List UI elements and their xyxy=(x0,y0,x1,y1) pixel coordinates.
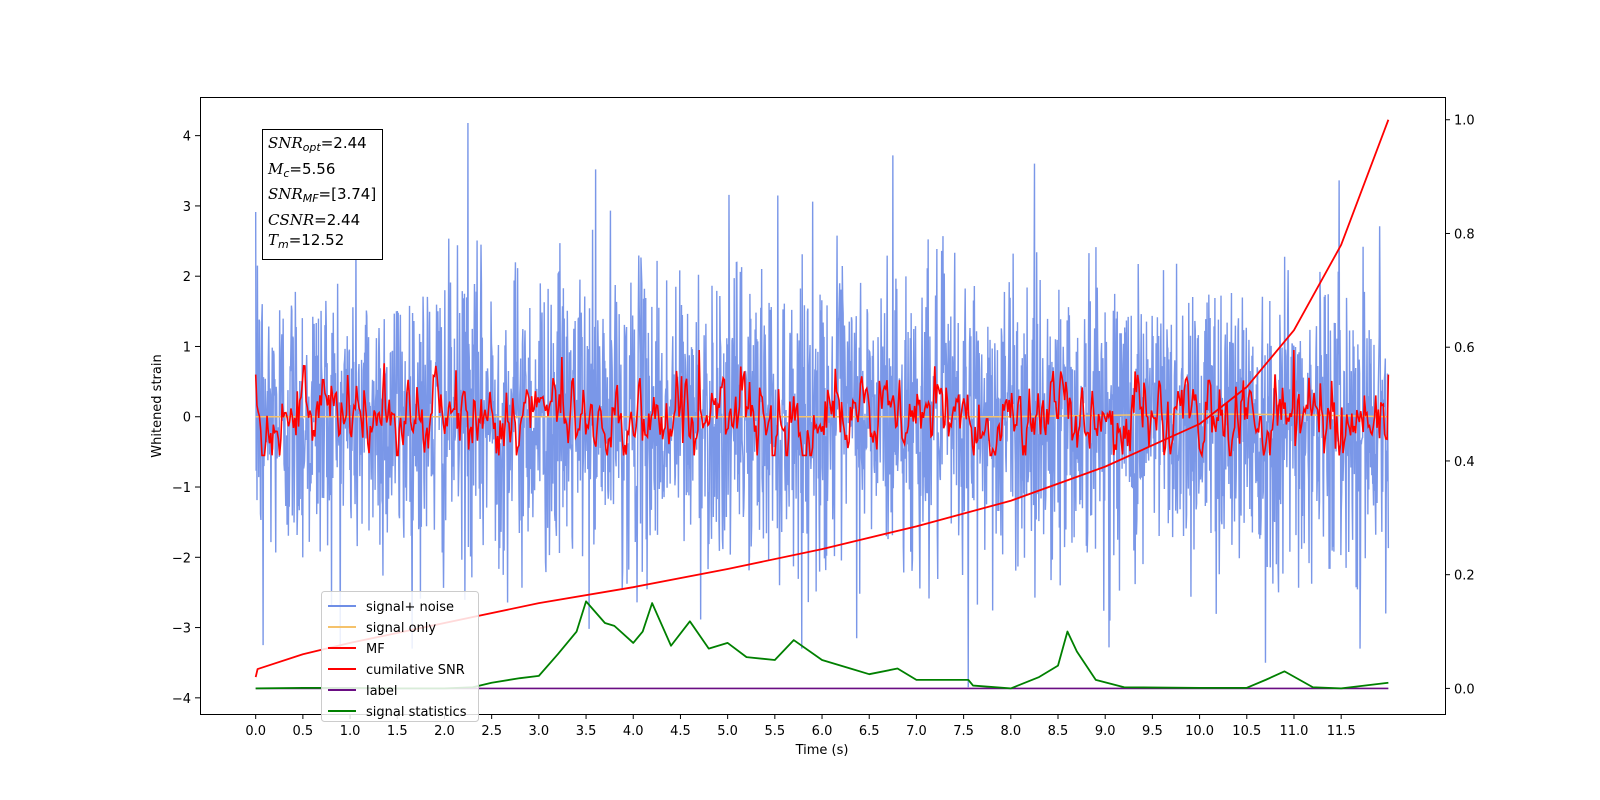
mc-entry: Mc=5.56 xyxy=(268,159,376,185)
x-tick-label: 7.5 xyxy=(953,724,974,739)
x-tick-label: 2.0 xyxy=(434,724,455,739)
snr-opt-subscript: opt xyxy=(302,141,321,154)
tm-entry: Tm=12.52 xyxy=(268,230,376,256)
x-tick-label: 8.0 xyxy=(1000,724,1021,739)
x-tick-label: 5.0 xyxy=(717,724,738,739)
y2-tick-label: 0.2 xyxy=(1454,569,1475,584)
series-signal-statistics xyxy=(255,600,1389,690)
y-tick-label: 3 xyxy=(183,200,191,215)
y2-tick-label: 0.6 xyxy=(1454,341,1475,356)
csnr-symbol: CSNR xyxy=(268,210,315,229)
legend-entry-label: signal+ noise xyxy=(366,600,454,615)
tm-symbol: T xyxy=(268,231,279,249)
mc-subscript: c xyxy=(283,166,290,180)
snr-opt-symbol: SNR xyxy=(268,134,303,152)
y2-tick-label: 1.0 xyxy=(1454,114,1475,129)
snr-mf-entry: SNRMF=[3.74] xyxy=(268,184,376,210)
x-tick-label: 4.5 xyxy=(670,724,691,739)
legend-entry-label: cumilative SNR xyxy=(366,663,465,678)
y2-tick-label: 0.8 xyxy=(1454,227,1475,242)
x-tick-label: 9.0 xyxy=(1095,724,1116,739)
x-tick-label: 3.5 xyxy=(576,724,597,739)
x-tick-label: 9.5 xyxy=(1142,724,1163,739)
y-tick-label: 2 xyxy=(183,270,191,285)
tm-subscript: m xyxy=(278,238,289,251)
x-tick-label: 11.5 xyxy=(1327,724,1356,739)
x-tick-label: 5.5 xyxy=(764,724,785,739)
csnr-value: =2.44 xyxy=(314,210,361,229)
legend: signal+ noise signal only MF cumilative SNR… xyxy=(321,591,479,722)
series-mf xyxy=(254,349,1390,459)
x-tick-label: 11.0 xyxy=(1279,724,1308,739)
snr-mf-subscript: MF xyxy=(302,192,319,205)
mc-value: =5.56 xyxy=(289,159,336,178)
legend-entry-label: signal statistics xyxy=(366,705,467,720)
y-tick-label: −1 xyxy=(172,481,191,496)
x-tick-label: 6.0 xyxy=(812,724,833,739)
legend-entry-label: MF xyxy=(366,642,385,657)
x-tick-label: 10.5 xyxy=(1232,724,1261,739)
y-axis-label: Whitened strain xyxy=(150,354,165,457)
x-tick-label: 3.0 xyxy=(529,724,550,739)
y2-tick-label: 0.0 xyxy=(1454,682,1475,697)
x-tick-label: 2.5 xyxy=(481,724,502,739)
x-tick-label: 7.0 xyxy=(906,724,927,739)
y-tick-label: 0 xyxy=(183,411,191,426)
x-tick-label: 8.5 xyxy=(1048,724,1069,739)
x-tick-label: 4.0 xyxy=(623,724,644,739)
y-tick-label: 1 xyxy=(183,340,191,355)
legend-entry-label: signal only xyxy=(366,621,436,636)
y-tick-label: 4 xyxy=(183,130,191,145)
y-tick-label: −3 xyxy=(172,622,191,637)
snr-opt-value: =2.44 xyxy=(320,134,367,152)
snr-mf-value: =[3.74] xyxy=(318,185,377,203)
mc-symbol: M xyxy=(268,159,284,178)
x-tick-label: 1.0 xyxy=(340,724,361,739)
series-signal-noise xyxy=(254,122,1390,688)
legend-box xyxy=(321,591,479,722)
x-tick-label: 0.0 xyxy=(245,724,266,739)
plot-frame xyxy=(200,97,1446,715)
y2-tick-label: 0.4 xyxy=(1454,455,1475,470)
y-tick-label: −4 xyxy=(172,692,191,707)
csnr-entry: CSNR=2.44 xyxy=(268,210,376,231)
stats-textbox: SNRopt=2.44 Mc=5.56 SNRMF=[3.74] CSNR=2.… xyxy=(262,129,384,260)
legend-entry-label: label xyxy=(366,684,397,699)
x-axis-label: Time (s) xyxy=(795,743,849,758)
x-tick-label: 1.5 xyxy=(387,724,408,739)
y-tick-label: −2 xyxy=(172,551,191,566)
x-tick-label: 0.5 xyxy=(293,724,314,739)
tm-value: =12.52 xyxy=(288,231,345,249)
x-tick-label: 6.5 xyxy=(859,724,880,739)
x-tick-label: 10.0 xyxy=(1185,724,1214,739)
snr-opt-entry: SNRopt=2.44 xyxy=(268,133,376,159)
snr-mf-symbol: SNR xyxy=(268,185,303,203)
